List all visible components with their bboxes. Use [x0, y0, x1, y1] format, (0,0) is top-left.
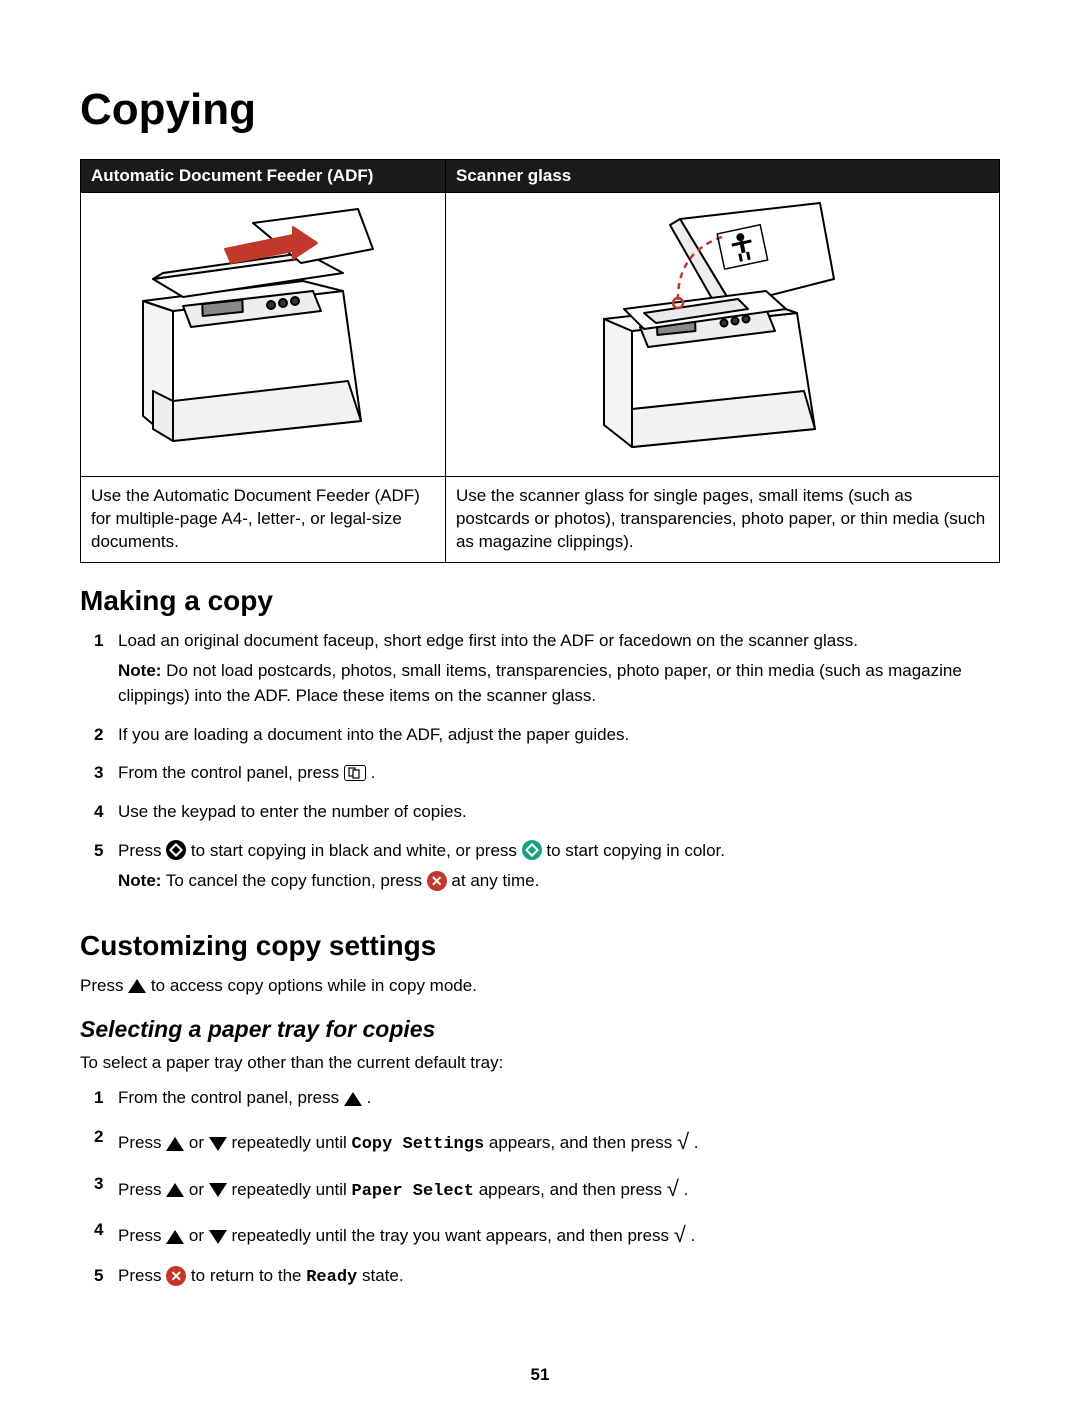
table-header-adf: Automatic Document Feeder (ADF) [81, 160, 446, 193]
down-arrow-icon [209, 1230, 227, 1244]
customizing-intro: Press to access copy options while in co… [80, 974, 1000, 998]
up-arrow-icon [166, 1183, 184, 1197]
start-color-icon [522, 840, 542, 860]
note-label: Note: [118, 871, 161, 890]
comparison-table: Automatic Document Feeder (ADF) Scanner … [80, 159, 1000, 563]
step-5: Press to start copying in black and whit… [94, 839, 1000, 908]
down-arrow-icon [209, 1183, 227, 1197]
tray-step-4: Press or repeatedly until the tray you w… [94, 1218, 1000, 1264]
check-icon: √ [674, 1222, 686, 1247]
copy-mode-icon [344, 765, 366, 781]
scanner-illustration-cell [445, 193, 999, 477]
table-header-scanner: Scanner glass [445, 160, 999, 193]
up-arrow-icon [128, 979, 146, 993]
selecting-tray-steps: From the control panel, press . Press or… [94, 1086, 1000, 1304]
tray-step-5: Press ✕ to return to the Ready state. [94, 1264, 1000, 1305]
cancel-icon: ✕ [166, 1266, 186, 1286]
start-bw-icon [166, 840, 186, 860]
selecting-tray-intro: To select a paper tray other than the cu… [80, 1051, 1000, 1075]
manual-page: Copying Automatic Document Feeder (ADF) … [0, 0, 1080, 1425]
page-title: Copying [80, 85, 1000, 135]
step-1: Load an original document faceup, short … [94, 629, 1000, 723]
up-arrow-icon [166, 1137, 184, 1151]
selecting-tray-heading: Selecting a paper tray for copies [80, 1016, 1000, 1043]
scanner-glass-printer-icon [572, 201, 872, 461]
step-3: From the control panel, press . [94, 761, 1000, 800]
cancel-icon: ✕ [427, 871, 447, 891]
page-number: 51 [80, 1365, 1000, 1385]
check-icon: √ [677, 1129, 689, 1154]
making-copy-steps: Load an original document faceup, short … [94, 629, 1000, 908]
tray-step-3: Press or repeatedly until Paper Select a… [94, 1172, 1000, 1219]
adf-illustration-cell [81, 193, 446, 477]
step-2: If you are loading a document into the A… [94, 723, 1000, 762]
check-icon: √ [667, 1176, 679, 1201]
customizing-heading: Customizing copy settings [80, 930, 1000, 962]
step-4: Use the keypad to enter the number of co… [94, 800, 1000, 839]
up-arrow-icon [344, 1092, 362, 1106]
down-arrow-icon [209, 1137, 227, 1151]
scanner-caption: Use the scanner glass for single pages, … [445, 476, 999, 562]
note-label: Note: [118, 661, 161, 680]
tray-step-2: Press or repeatedly until Copy Settings … [94, 1125, 1000, 1172]
state-code: Ready [306, 1268, 357, 1287]
tray-step-1: From the control panel, press . [94, 1086, 1000, 1125]
menu-option-code: Paper Select [352, 1182, 474, 1201]
adf-printer-icon [113, 201, 413, 461]
making-copy-heading: Making a copy [80, 585, 1000, 617]
menu-option-code: Copy Settings [352, 1135, 485, 1154]
adf-caption: Use the Automatic Document Feeder (ADF) … [81, 476, 446, 562]
up-arrow-icon [166, 1230, 184, 1244]
